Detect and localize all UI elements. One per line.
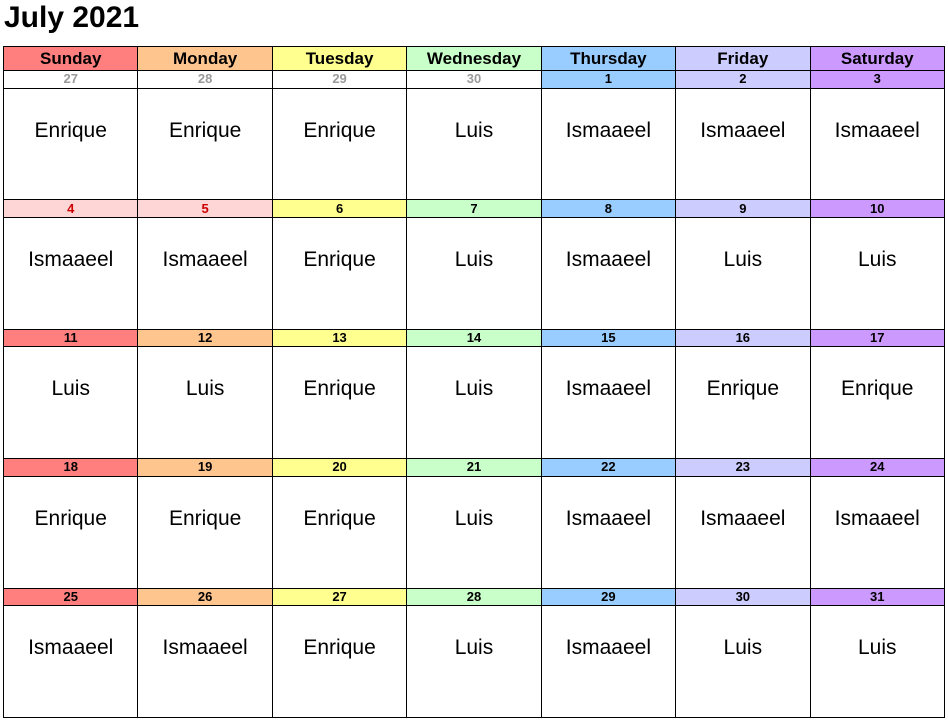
day-assignment[interactable]: Ismaaeel xyxy=(2,605,139,718)
weekday-header-monday: Monday xyxy=(137,46,273,71)
day-assignment[interactable]: Enrique xyxy=(271,87,408,201)
date-number: 6 xyxy=(271,199,408,218)
assignment-row: Enrique Enrique Enrique Luis Ismaaeel Ismaaee… xyxy=(2,475,945,589)
date-number: 10 xyxy=(809,199,945,218)
date-number: 24 xyxy=(809,458,945,477)
calendar-body: 27 28 29 30 1 2 3 Enrique Enrique Enrique Luis Isma… xyxy=(2,70,945,718)
date-number-row: 11 12 13 14 15 16 17 xyxy=(2,328,945,348)
day-assignment[interactable]: Luis xyxy=(675,216,811,330)
day-assignment[interactable]: Luis xyxy=(406,216,542,330)
date-number: 4 xyxy=(2,199,139,218)
weekday-header-friday: Friday xyxy=(675,46,811,71)
weekday-header-tuesday: Tuesday xyxy=(271,46,408,71)
assignment-row: Luis Luis Enrique Luis Ismaaeel Enrique Enriqu… xyxy=(2,346,945,460)
day-assignment[interactable]: Enrique xyxy=(137,475,273,589)
date-number: 29 xyxy=(271,70,408,89)
weekday-header-saturday: Saturday xyxy=(809,46,945,71)
day-assignment[interactable]: Ismaaeel xyxy=(540,475,677,589)
date-number-row: 27 28 29 30 1 2 3 xyxy=(2,70,945,89)
day-assignment[interactable]: Luis xyxy=(137,346,273,460)
weekday-header-sunday: Sunday xyxy=(2,46,139,71)
date-number: 28 xyxy=(137,70,273,89)
weekday-header-thursday: Thursday xyxy=(540,46,677,71)
date-number: 11 xyxy=(2,328,139,348)
day-assignment[interactable]: Luis xyxy=(406,475,542,589)
day-assignment[interactable]: Ismaaeel xyxy=(809,87,945,201)
date-number-row: 25 26 27 28 29 30 31 xyxy=(2,587,945,607)
date-number: 23 xyxy=(675,458,811,477)
date-number: 2 xyxy=(675,70,811,89)
date-number: 25 xyxy=(2,587,139,607)
day-assignment[interactable]: Luis xyxy=(406,346,542,460)
day-assignment[interactable]: Ismaaeel xyxy=(675,87,811,201)
date-number: 5 xyxy=(137,199,273,218)
day-assignment[interactable]: Ismaaeel xyxy=(540,216,677,330)
day-assignment[interactable]: Ismaaeel xyxy=(540,346,677,460)
date-number: 27 xyxy=(271,587,408,607)
day-assignment[interactable]: Luis xyxy=(406,605,542,718)
date-number: 17 xyxy=(809,328,945,348)
date-number: 9 xyxy=(675,199,811,218)
date-number-row: 4 5 6 7 8 9 10 xyxy=(2,199,945,218)
date-number: 29 xyxy=(540,587,677,607)
date-number: 22 xyxy=(540,458,677,477)
date-number: 30 xyxy=(406,70,542,89)
date-number: 3 xyxy=(809,70,945,89)
day-assignment[interactable]: Luis xyxy=(809,605,945,718)
day-assignment[interactable]: Ismaaeel xyxy=(540,87,677,201)
date-number: 12 xyxy=(137,328,273,348)
day-assignment[interactable]: Enrique xyxy=(2,475,139,589)
day-assignment[interactable]: Enrique xyxy=(271,346,408,460)
day-assignment[interactable]: Enrique xyxy=(137,87,273,201)
assignment-row: Enrique Enrique Enrique Luis Ismaaeel Ismaaee… xyxy=(2,87,945,201)
day-assignment[interactable]: Enrique xyxy=(271,475,408,589)
date-number: 13 xyxy=(271,328,408,348)
day-assignment[interactable]: Ismaaeel xyxy=(675,475,811,589)
date-number: 19 xyxy=(137,458,273,477)
date-number: 15 xyxy=(540,328,677,348)
date-number: 31 xyxy=(809,587,945,607)
day-assignment[interactable]: Enrique xyxy=(809,346,945,460)
day-assignment[interactable]: Luis xyxy=(2,346,139,460)
date-number: 1 xyxy=(540,70,677,89)
day-assignment[interactable]: Ismaaeel xyxy=(137,605,273,718)
day-assignment[interactable]: Ismaaeel xyxy=(540,605,677,718)
date-number: 21 xyxy=(406,458,542,477)
date-number: 14 xyxy=(406,328,542,348)
date-number: 26 xyxy=(137,587,273,607)
weekday-header-row: Sunday Monday Tuesday Wednesday Thursday… xyxy=(2,46,945,71)
date-number: 7 xyxy=(406,199,542,218)
day-assignment[interactable]: Ismaaeel xyxy=(2,216,139,330)
date-number-row: 18 19 20 21 22 23 24 xyxy=(2,458,945,477)
assignment-row: Ismaaeel Ismaaeel Enrique Luis Ismaaeel Luis L… xyxy=(2,605,945,718)
date-number: 20 xyxy=(271,458,408,477)
day-assignment[interactable]: Ismaaeel xyxy=(137,216,273,330)
date-number: 27 xyxy=(2,70,139,89)
day-assignment[interactable]: Luis xyxy=(406,87,542,201)
date-number: 8 xyxy=(540,199,677,218)
day-assignment[interactable]: Ismaaeel xyxy=(809,475,945,589)
day-assignment[interactable]: Luis xyxy=(675,605,811,718)
date-number: 16 xyxy=(675,328,811,348)
day-assignment[interactable]: Enrique xyxy=(675,346,811,460)
day-assignment[interactable]: Enrique xyxy=(2,87,139,201)
calendar-title: July 2021 xyxy=(4,1,140,34)
day-assignment[interactable]: Enrique xyxy=(271,216,408,330)
calendar-grid: Sunday Monday Tuesday Wednesday Thursday… xyxy=(2,46,945,718)
day-assignment[interactable]: Luis xyxy=(809,216,945,330)
date-number: 30 xyxy=(675,587,811,607)
date-number: 18 xyxy=(2,458,139,477)
day-assignment[interactable]: Enrique xyxy=(271,605,408,718)
assignment-row: Ismaaeel Ismaaeel Enrique Luis Ismaaeel Luis L… xyxy=(2,216,945,330)
weekday-header-wednesday: Wednesday xyxy=(406,46,542,71)
date-number: 28 xyxy=(406,587,542,607)
